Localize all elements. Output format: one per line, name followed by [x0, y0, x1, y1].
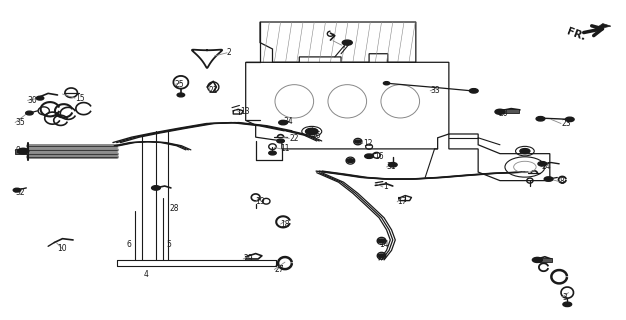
Text: 16: 16	[374, 152, 384, 161]
Text: 29: 29	[243, 254, 253, 263]
Text: FR.: FR.	[565, 27, 587, 43]
Circle shape	[378, 254, 385, 258]
Text: 17: 17	[397, 197, 407, 206]
Circle shape	[388, 163, 397, 167]
Text: 10: 10	[58, 244, 67, 253]
Text: 33: 33	[430, 86, 440, 95]
Circle shape	[536, 116, 545, 121]
Circle shape	[342, 40, 352, 45]
Text: 26: 26	[312, 131, 321, 140]
Text: 32: 32	[15, 188, 24, 197]
Circle shape	[36, 96, 44, 100]
Circle shape	[177, 93, 185, 97]
Text: 27: 27	[274, 265, 284, 274]
Circle shape	[378, 239, 385, 243]
Text: 5: 5	[166, 240, 171, 249]
Circle shape	[495, 109, 505, 114]
Circle shape	[520, 148, 530, 154]
Text: 9: 9	[15, 146, 20, 155]
Circle shape	[383, 82, 389, 85]
Text: 7: 7	[342, 41, 347, 50]
Circle shape	[565, 117, 574, 122]
Text: 23: 23	[561, 119, 571, 128]
Text: 30: 30	[28, 96, 38, 105]
Circle shape	[355, 140, 361, 143]
Text: 21: 21	[209, 86, 218, 95]
Circle shape	[470, 89, 478, 93]
Text: 8: 8	[559, 177, 564, 186]
Bar	[536, 258, 552, 262]
Text: 28: 28	[170, 204, 180, 213]
Text: 12: 12	[363, 139, 372, 148]
Text: 15: 15	[75, 94, 85, 103]
Circle shape	[305, 128, 318, 135]
Circle shape	[13, 188, 21, 192]
Circle shape	[277, 139, 284, 143]
Bar	[503, 109, 519, 113]
Circle shape	[532, 257, 542, 262]
Text: 13: 13	[240, 107, 250, 116]
Text: 6: 6	[126, 240, 131, 249]
Text: 25: 25	[175, 80, 184, 89]
Polygon shape	[593, 24, 611, 30]
Circle shape	[538, 162, 546, 166]
Text: 19: 19	[255, 197, 265, 206]
Text: 2: 2	[227, 48, 232, 57]
Text: 4: 4	[143, 270, 148, 279]
Circle shape	[544, 177, 553, 181]
Text: 22: 22	[289, 134, 299, 143]
Circle shape	[18, 148, 29, 154]
Circle shape	[279, 120, 287, 125]
Circle shape	[563, 302, 572, 307]
Circle shape	[347, 159, 354, 163]
Text: 31: 31	[386, 163, 396, 172]
Circle shape	[26, 111, 33, 115]
Circle shape	[365, 154, 374, 158]
Text: 24: 24	[541, 163, 551, 172]
Text: 18: 18	[280, 220, 290, 228]
Text: 35: 35	[15, 118, 25, 127]
Text: 11: 11	[280, 144, 290, 153]
Text: 20: 20	[499, 108, 508, 117]
Text: 14: 14	[379, 240, 389, 249]
Bar	[15, 148, 28, 154]
Circle shape	[151, 186, 160, 190]
Text: 1: 1	[383, 182, 387, 191]
Text: 34: 34	[283, 117, 293, 126]
Circle shape	[269, 151, 276, 155]
Text: 3: 3	[562, 292, 567, 301]
